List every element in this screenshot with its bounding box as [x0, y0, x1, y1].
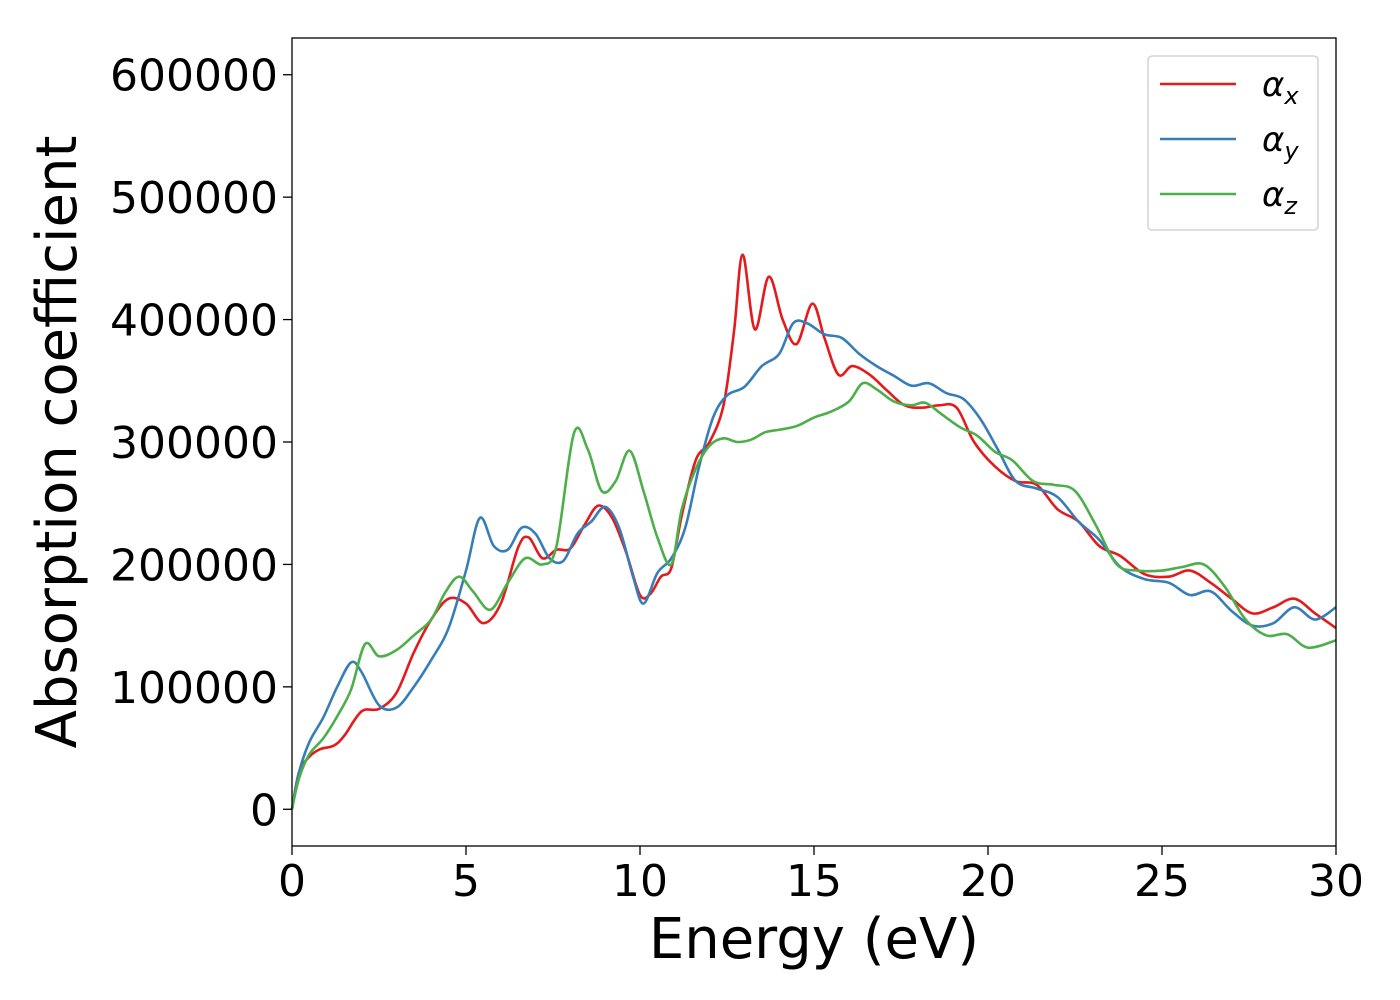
y-tick-label: 500000 [110, 173, 278, 224]
legend-label-z: αz [1262, 175, 1298, 220]
legend-label-y: αy [1262, 120, 1299, 165]
x-tick-label: 0 [278, 856, 306, 907]
x-tick-label: 30 [1308, 856, 1364, 907]
x-tick-label: 20 [960, 856, 1016, 907]
series-line-x [290, 253, 1337, 810]
y-tick-label: 100000 [110, 663, 278, 714]
x-tick-label: 5 [452, 856, 480, 907]
legend-box [1147, 55, 1319, 231]
y-tick-label: 300000 [110, 418, 278, 469]
y-axis-ticks: 0 100000 200000 300000 400000 500000 600000 [110, 51, 292, 836]
series-line-y [290, 319, 1337, 810]
y-tick-label: 200000 [110, 540, 278, 591]
y-tick-label: 600000 [110, 51, 278, 102]
x-axis-ticks: 0 5 10 15 20 25 30 [278, 846, 1364, 907]
legend: αx αy αz [1147, 55, 1319, 231]
legend-label-x: αx [1262, 65, 1299, 110]
series-line-z [290, 381, 1337, 810]
y-tick-label: 400000 [110, 296, 278, 347]
series-layer [290, 253, 1337, 810]
x-tick-label: 25 [1134, 856, 1190, 907]
y-tick-label: 0 [250, 785, 278, 836]
x-tick-label: 10 [612, 856, 668, 907]
x-tick-label: 15 [786, 856, 842, 907]
x-axis-label: Energy (eV) [649, 907, 979, 972]
y-axis-label: Absorption coefficient [25, 136, 90, 749]
